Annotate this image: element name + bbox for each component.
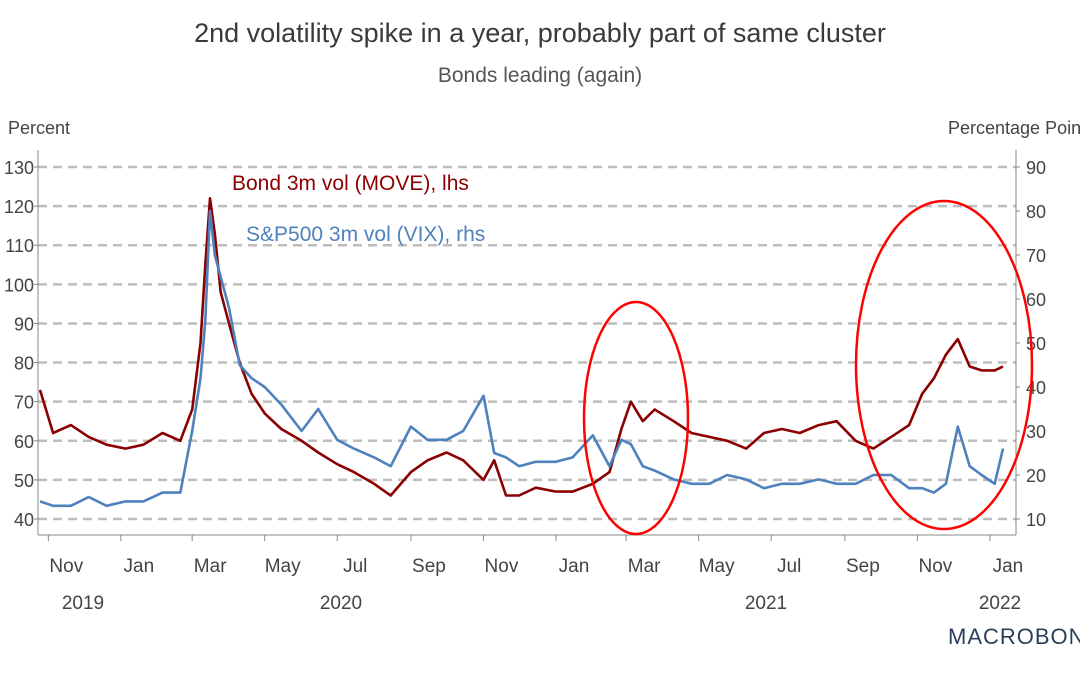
left-tick-label: 90 [14, 314, 34, 334]
left-tick-label: 120 [4, 197, 34, 217]
x-tick-label: Jul [343, 556, 367, 577]
highlight-ellipse-2021-q1 [582, 300, 690, 536]
x-tick-label: Jul [777, 556, 801, 577]
x-tick-label: Jan [559, 556, 590, 577]
left-tick-label: 40 [14, 510, 34, 530]
chart-title: 2nd volatility spike in a year, probably… [194, 18, 886, 48]
right-tick-label: 60 [1026, 290, 1046, 310]
x-tick-label: Sep [846, 556, 880, 577]
x-tick-label: May [265, 556, 301, 577]
right-tick-label: 50 [1026, 334, 1046, 354]
left-tick-label: 60 [14, 432, 34, 452]
left-tick-label: 80 [14, 354, 34, 374]
move-series-label: Bond 3m vol (MOVE), lhs [232, 172, 469, 195]
vix-series-line [39, 209, 1005, 508]
x-tick-label: Nov [919, 556, 953, 577]
right-tick-label: 40 [1026, 378, 1046, 398]
left-tick-label: 70 [14, 393, 34, 413]
x-tick-label: May [699, 556, 735, 577]
left-tick-label: 130 [4, 158, 34, 178]
x-tick-label: Jan [124, 556, 155, 577]
vix-series-label: S&P500 3m vol (VIX), rhs [246, 223, 485, 246]
chart-subtitle: Bonds leading (again) [437, 64, 643, 87]
x-tick-label: Nov [49, 556, 83, 577]
left-tick-label: 50 [14, 471, 34, 491]
right-tick-label: 70 [1026, 246, 1046, 266]
move-series-line [38, 197, 1004, 497]
right-tick-label: 10 [1026, 510, 1046, 530]
x-tick-label: Jan [993, 556, 1024, 577]
year-label: 2022 [979, 593, 1021, 614]
x-tick-label: Mar [628, 556, 661, 577]
x-tick-label: Nov [485, 556, 519, 577]
left-tick-label: 110 [5, 236, 34, 256]
right-tick-label: 80 [1026, 202, 1046, 222]
right-axis-title: Percentage Points [948, 118, 1080, 138]
right-tick-label: 20 [1026, 466, 1046, 486]
right-tick-label: 90 [1026, 158, 1046, 178]
highlight-ellipse-2021-q4 [854, 199, 1034, 531]
year-label: 2021 [745, 593, 787, 614]
x-tick-label: Sep [412, 556, 446, 577]
right-tick-label: 30 [1026, 422, 1046, 442]
year-label: 2020 [320, 593, 362, 614]
x-tick-label: Mar [194, 556, 227, 577]
macrobond-logo: MACROBOND [948, 624, 1080, 649]
left-tick-label: 100 [4, 275, 34, 295]
left-axis-title: Percent [8, 118, 71, 138]
year-label: 2019 [62, 593, 104, 614]
